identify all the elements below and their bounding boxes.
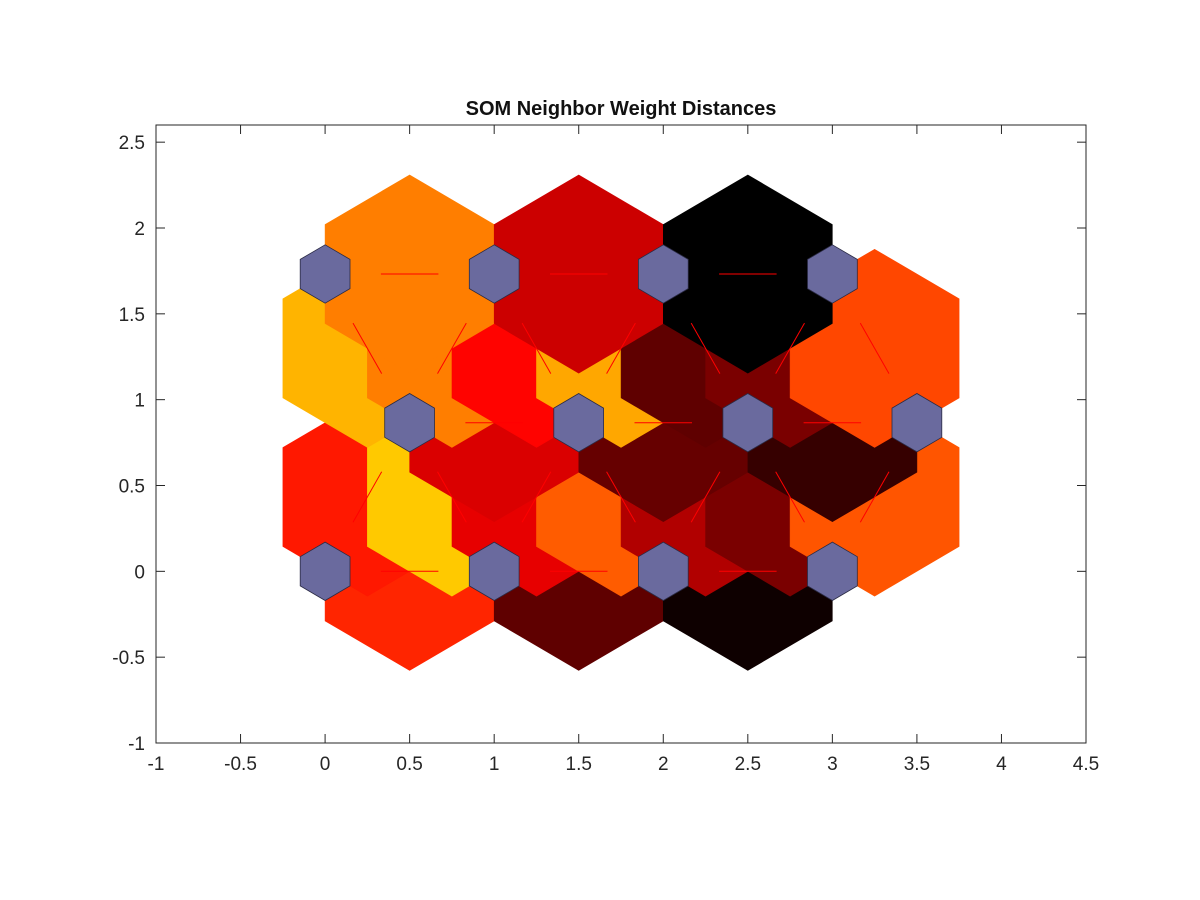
- connection-line: [775, 322, 805, 374]
- x-tick-label: 1.5: [566, 754, 592, 775]
- x-tick-label: 4: [996, 754, 1007, 775]
- connection-lines: [352, 273, 890, 572]
- connection-line: [775, 471, 805, 523]
- neuron-hexagon: [638, 541, 689, 601]
- x-tick-label: -0.5: [224, 754, 257, 775]
- connection-line: [606, 322, 636, 374]
- x-tick-label: 0: [320, 754, 331, 775]
- x-tick-label: 2.5: [735, 754, 761, 775]
- neuron-hexagon: [807, 541, 858, 601]
- y-tick-label: 0: [134, 562, 145, 583]
- chart-title: SOM Neighbor Weight Distances: [466, 98, 777, 120]
- neuron-hexagons: [299, 244, 943, 601]
- connection-line: [606, 471, 636, 523]
- neuron-hexagon: [384, 393, 435, 453]
- y-tick-label: 1: [134, 391, 145, 412]
- connection-line: [859, 471, 890, 523]
- connection-line: [690, 322, 721, 374]
- y-tick-label: -0.5: [112, 648, 145, 669]
- connection-line: [352, 471, 383, 523]
- neuron-hexagon: [553, 393, 604, 453]
- connection-line: [521, 471, 552, 523]
- connection-line: [521, 322, 552, 374]
- connection-line: [690, 471, 721, 523]
- y-tick-label: -1: [128, 734, 145, 755]
- x-tick-label: -1: [148, 754, 165, 775]
- neuron-hexagon: [638, 244, 689, 304]
- axes-box: [155, 124, 1087, 744]
- neuron-hexagon: [299, 541, 351, 601]
- x-tick-label: 4.5: [1073, 754, 1099, 775]
- connection-line: [859, 322, 890, 374]
- x-tick-label: 1: [489, 754, 500, 775]
- neuron-hexagon: [468, 244, 520, 304]
- x-tick-label: 0.5: [396, 754, 422, 775]
- neuron-hexagon: [299, 244, 351, 304]
- neuron-hexagon: [722, 393, 774, 453]
- x-tick-label: 3: [827, 754, 838, 775]
- x-tick-label: 3.5: [904, 754, 930, 775]
- x-tick-label: 2: [658, 754, 669, 775]
- connection-line: [437, 471, 467, 523]
- connection-line: [352, 322, 383, 374]
- neuron-hexagon: [807, 244, 858, 304]
- neuron-hexagon: [468, 541, 520, 601]
- neuron-hexagon: [891, 393, 943, 453]
- y-tick-label: 2: [134, 219, 145, 240]
- y-tick-label: 0.5: [119, 477, 145, 498]
- y-tick-label: 2.5: [119, 133, 145, 154]
- connection-line: [437, 322, 467, 374]
- axis-ticks: -1 -0.5 0 0.5 1 1.5 2 2.5 3 3.5 4 4.5 -1 -0.5 0 0.5 1 1.5…: [112, 125, 1099, 775]
- y-tick-label: 1.5: [119, 305, 145, 326]
